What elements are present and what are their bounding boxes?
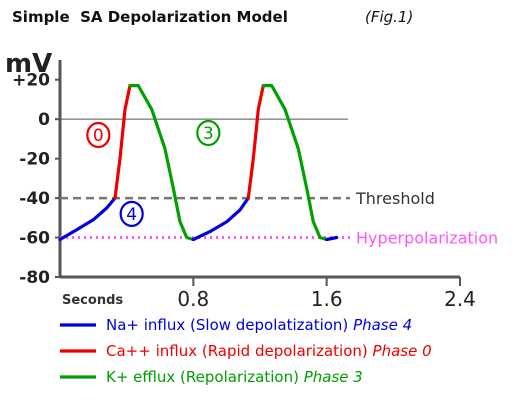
phase-4-segment-3 <box>191 196 250 242</box>
y-tick-label: 0 <box>38 110 50 130</box>
legend-entry-phase: Phase 3 <box>304 368 363 386</box>
y-tick-label: -80 <box>19 268 50 288</box>
y-tick-label: -40 <box>19 189 50 209</box>
hyperpolarization-label: Hyperpolarization <box>356 229 498 248</box>
phase-4-segment-6 <box>325 235 339 242</box>
legend-entry: Na+ influx (Slow depolatization) Phase 4 <box>106 316 412 334</box>
x-tick-label: 0.8 <box>177 287 209 311</box>
threshold-label: Threshold <box>355 189 435 208</box>
phase-4-marker-circle <box>119 200 144 227</box>
y-axis-label: mV <box>5 49 52 79</box>
reference-lines: Threshold Hyperpolarization <box>60 118 498 248</box>
phase-4-segment-0 <box>58 196 117 242</box>
legend: Na+ influx (Slow depolatization) Phase 4… <box>60 316 432 386</box>
phase-3-segment-5 <box>261 83 329 242</box>
y-tick-label: -20 <box>19 150 50 170</box>
phase-3-marker-label: 3 <box>203 124 214 144</box>
legend-entry-phase: Phase 0 <box>373 342 432 360</box>
phase-0-segment-4 <box>246 83 265 200</box>
series-lines <box>58 83 339 242</box>
phase-4-marker-label: 4 <box>126 205 137 225</box>
legend-entry-text: K+ efflux (Repolarization) <box>106 368 304 386</box>
chart-figure-label: (Fig.1) <box>365 8 413 26</box>
phase-3-segment-2 <box>128 83 195 242</box>
x-tick-labels: 0.8 1.6 2.4 <box>177 277 476 311</box>
legend-entry: K+ efflux (Repolarization) Phase 3 <box>106 368 363 386</box>
x-tick-label: 2.4 <box>444 287 476 311</box>
y-tick-label: +20 <box>12 71 50 91</box>
phase-3-marker-circle <box>196 119 221 147</box>
x-axis-label: Seconds <box>62 293 123 308</box>
legend-entry-text: Na+ influx (Slow depolatization) <box>106 316 353 334</box>
legend-entry-text: Ca++ influx (Rapid depolarization) <box>106 342 373 360</box>
y-tick-label: -60 <box>19 229 50 249</box>
phase-markers: 0 3 4 <box>86 119 221 227</box>
phase-0-marker-circle <box>86 121 111 149</box>
phase-0-marker-label: 0 <box>93 126 104 146</box>
legend-entry-phase: Phase 4 <box>353 316 412 334</box>
x-tick-label: 1.6 <box>311 287 343 311</box>
phase-0-segment-1 <box>113 83 132 200</box>
chart-title: Simple SA Depolarization Model <box>12 8 288 26</box>
legend-entry: Ca++ influx (Rapid depolarization) Phase… <box>106 342 432 360</box>
y-tick-labels: +20 0 -20 -40 -60 -80 <box>12 71 60 288</box>
